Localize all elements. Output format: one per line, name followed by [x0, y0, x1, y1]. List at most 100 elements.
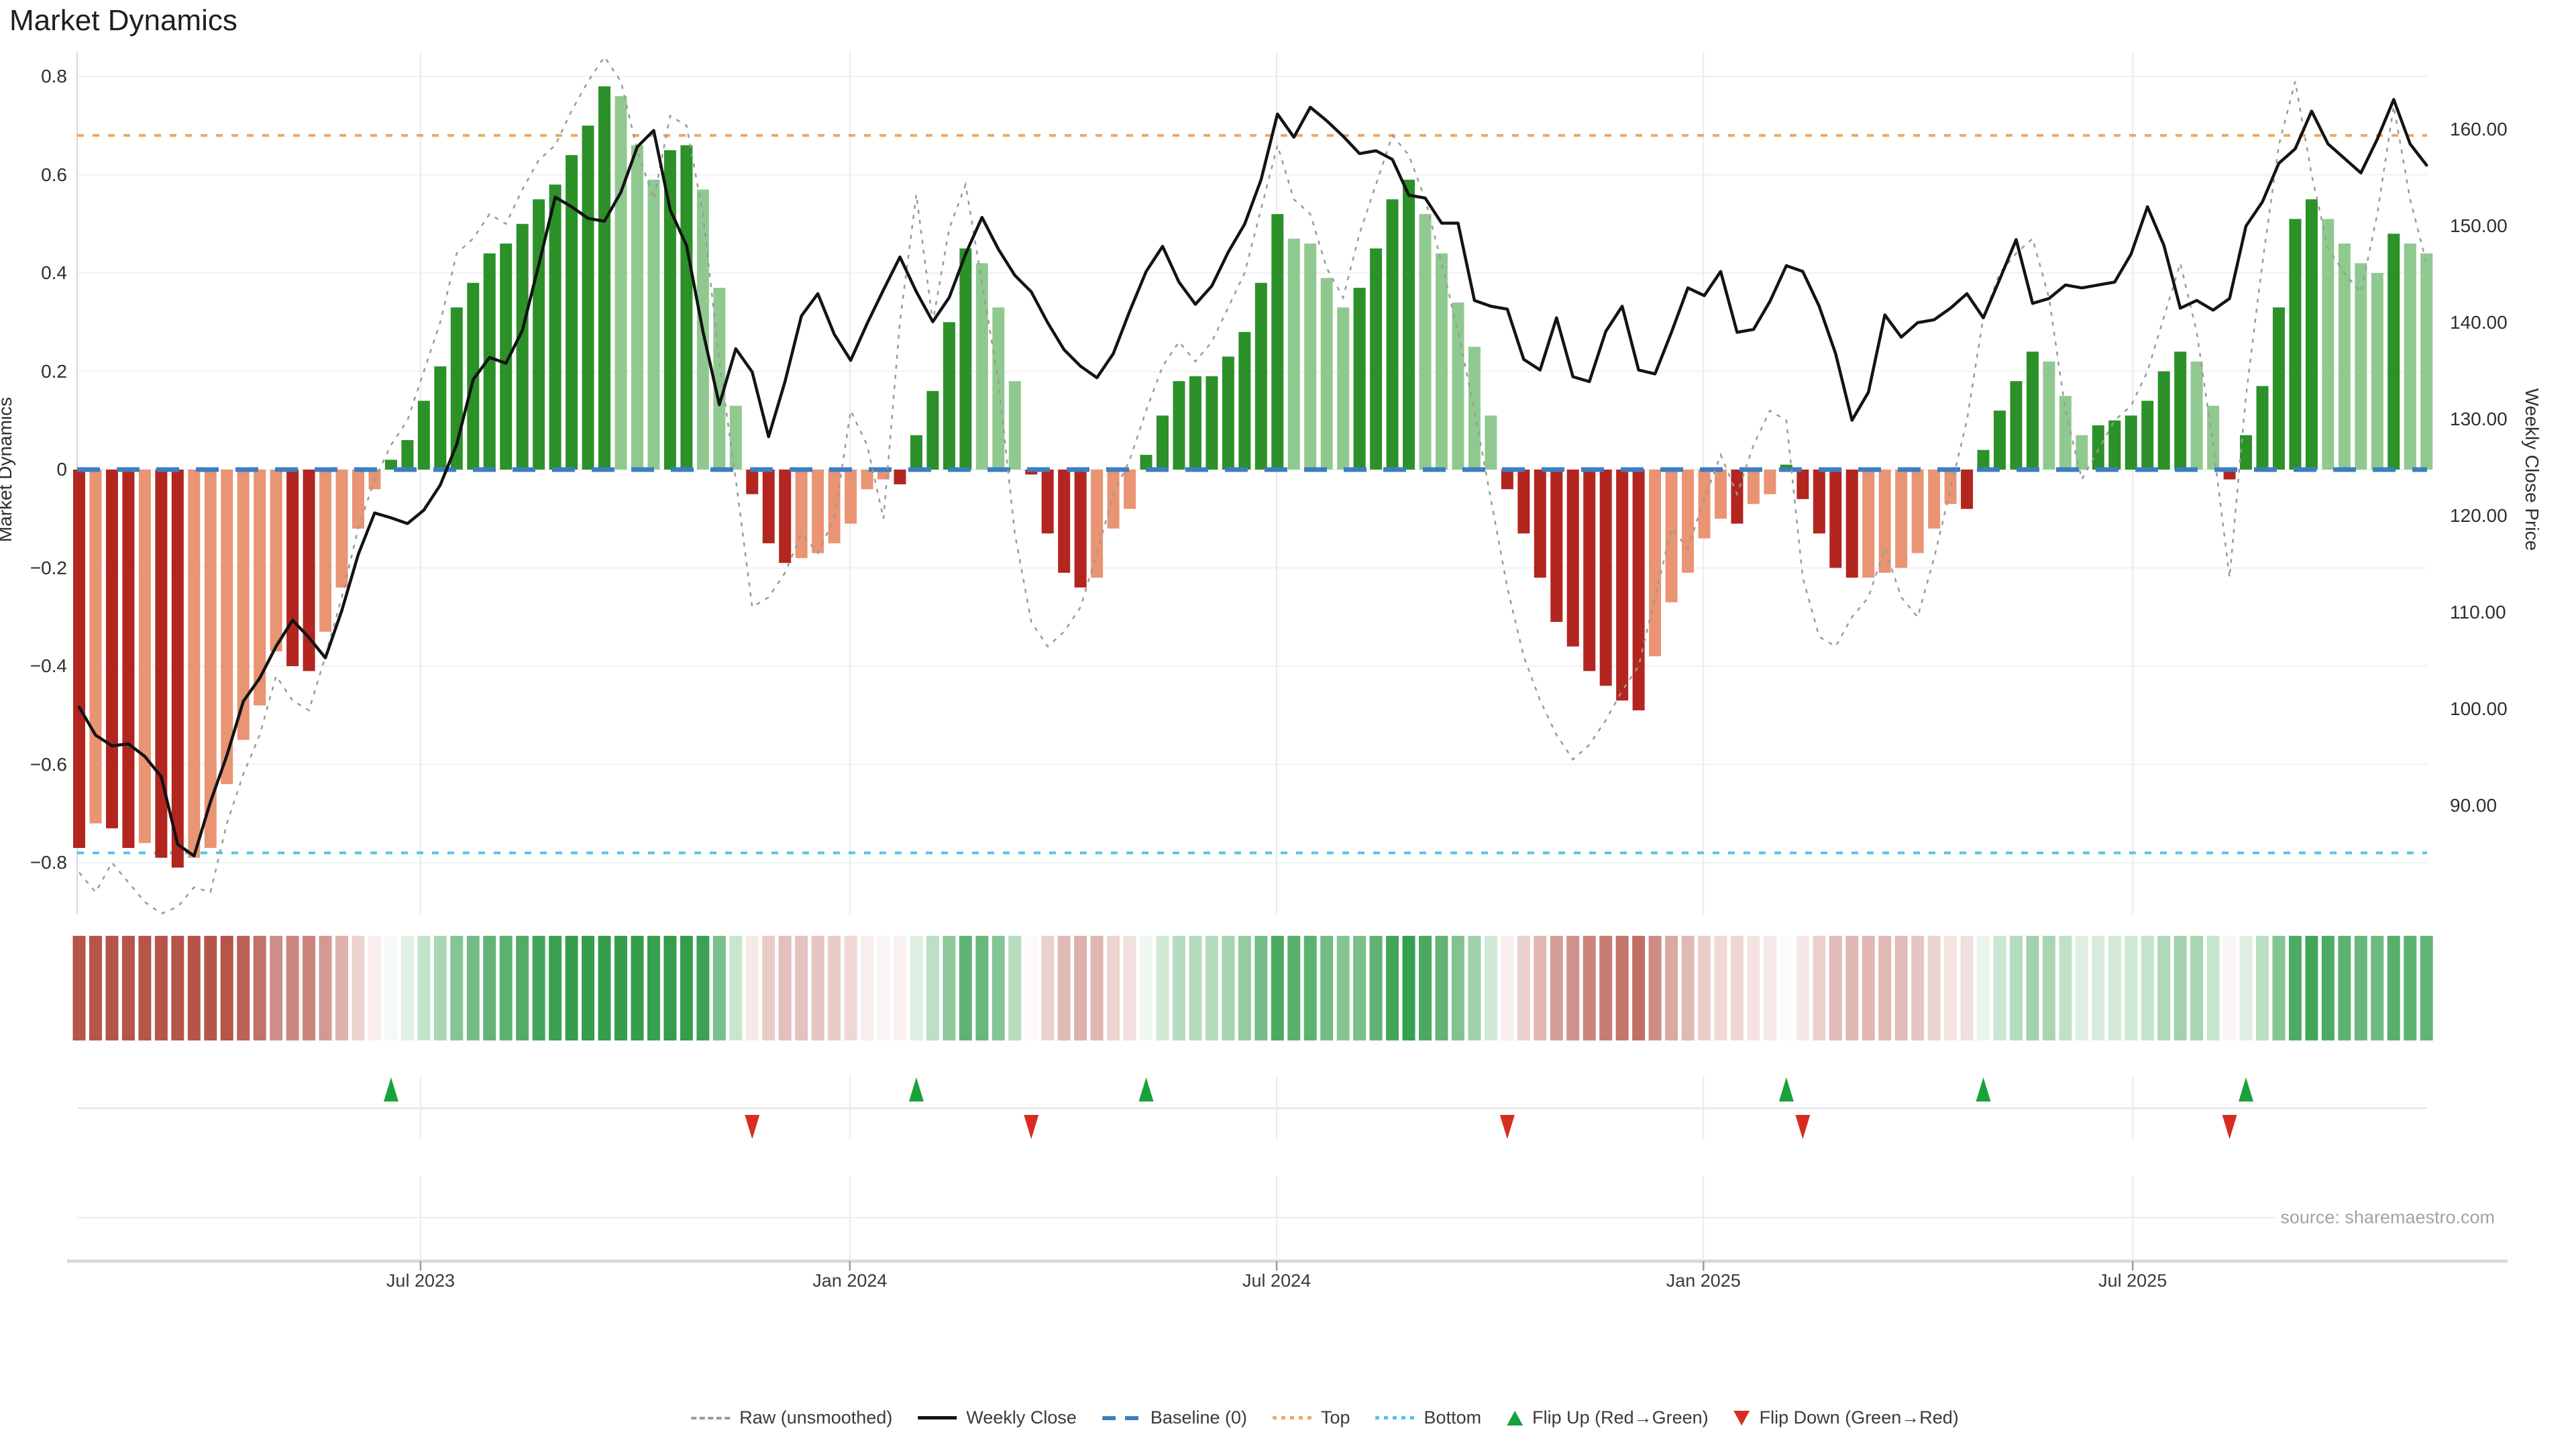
- oscillator-bar: [1715, 470, 1727, 519]
- heatmap-strip-cell: [1845, 936, 1859, 1040]
- oscillator-bar: [2141, 400, 2154, 470]
- heatmap-strip-cell: [286, 936, 299, 1040]
- right-axis-tick-label: 130.00: [2450, 409, 2508, 429]
- heatmap-strip-cell: [1582, 936, 1596, 1040]
- heatmap-strip-cell: [1599, 936, 1613, 1040]
- oscillator-bar: [1682, 470, 1695, 573]
- right-axis-tick-label: 140.00: [2450, 312, 2508, 333]
- heatmap-strip-cell: [1435, 936, 1448, 1040]
- left-axis-tick-label: −0.6: [30, 753, 67, 775]
- oscillator-bar: [319, 470, 332, 632]
- flip-up-marker-icon: [2239, 1077, 2254, 1102]
- oscillator-bar: [845, 470, 857, 524]
- oscillator-bar: [2190, 361, 2203, 470]
- oscillator-bar: [2092, 425, 2104, 470]
- oscillator-bar: [631, 145, 643, 470]
- heatmap-strip-cell: [1156, 936, 1169, 1040]
- dot-orange-swatch-icon: [1272, 1416, 1311, 1419]
- oscillator-bar: [2223, 470, 2236, 480]
- heatmap-strip-cell: [2174, 936, 2187, 1040]
- oscillator-bar: [1403, 179, 1415, 470]
- heatmap-strip-cell: [1894, 936, 1908, 1040]
- oscillator-bar: [1058, 470, 1071, 573]
- heatmap-strip-cell: [1336, 936, 1350, 1040]
- heatmap-strip-cell: [2026, 936, 2039, 1040]
- heatmap-strip-cell: [1747, 936, 1760, 1040]
- left-axis-tick-label: 0.6: [41, 164, 67, 185]
- x-axis-tick-label: Jul 2025: [2098, 1271, 2167, 1291]
- heatmap-strip-cell: [844, 936, 857, 1040]
- oscillator-bar: [1780, 464, 1792, 470]
- oscillator-bar: [2322, 219, 2334, 470]
- heatmap-strip-cell: [303, 936, 316, 1040]
- oscillator-bar: [549, 184, 561, 470]
- oscillator-bar: [1468, 346, 1481, 470]
- heatmap-strip-cell: [811, 936, 824, 1040]
- heatmap-strip-cell: [220, 936, 233, 1040]
- oscillator-bar: [1796, 470, 1809, 499]
- flip-down-marker-icon: [1024, 1115, 1039, 1139]
- oscillator-bar: [1616, 470, 1629, 701]
- oscillator-bar: [959, 248, 972, 470]
- heatmap-strip-cell: [647, 936, 660, 1040]
- oscillator-bar: [926, 390, 939, 470]
- oscillator-bar: [2059, 396, 2072, 470]
- heatmap-strip-cell: [417, 936, 431, 1040]
- heatmap-strip-cell: [1615, 936, 1629, 1040]
- heatmap-strip-cell: [2288, 936, 2302, 1040]
- oscillator-bar: [1337, 307, 1350, 470]
- oscillator-bar: [598, 86, 611, 470]
- heatmap-strip-cell: [2404, 936, 2417, 1040]
- oscillator-bar: [73, 470, 85, 849]
- oscillator-bar: [1649, 470, 1662, 657]
- oscillator-bar: [1008, 381, 1021, 470]
- heatmap-strip-cell: [1386, 936, 1399, 1040]
- heatmap-strip-cell: [745, 936, 759, 1040]
- heatmap-strip-cell: [105, 936, 119, 1040]
- heatmap-strip-cell: [894, 936, 906, 1040]
- legend-label: Baseline (0): [1150, 1407, 1247, 1428]
- oscillator-bar: [1254, 282, 1267, 470]
- oscillator-bar: [1287, 238, 1300, 470]
- left-axis-tick-label: −0.2: [30, 557, 67, 578]
- heatmap-strip-cell: [861, 936, 874, 1040]
- flip-down-marker-icon: [1795, 1115, 1811, 1139]
- oscillator-bar: [943, 322, 955, 470]
- heatmap-strip-cell: [1796, 936, 1809, 1040]
- heatmap-strip-cell: [2256, 936, 2269, 1040]
- oscillator-bar: [2157, 371, 2170, 470]
- oscillator-bar: [1895, 470, 1908, 568]
- heatmap-strip-cell: [335, 936, 349, 1040]
- legend-item-dash-blue: Baseline (0): [1102, 1407, 1247, 1428]
- heatmap-strip-cell: [1566, 936, 1580, 1040]
- oscillator-bar: [1189, 376, 1201, 470]
- oscillator-bar: [1993, 411, 2006, 470]
- flip-up-marker-icon: [1138, 1077, 1154, 1102]
- heatmap-strip-cell: [1419, 936, 1432, 1040]
- heatmap-strip-cell: [483, 936, 496, 1040]
- oscillator-bar: [434, 366, 447, 470]
- oscillator-bar: [352, 470, 364, 529]
- flip-down-marker-icon: [2222, 1115, 2237, 1139]
- heatmap-strip-cell: [1698, 936, 1711, 1040]
- tri-up-swatch-icon: [1507, 1410, 1523, 1426]
- oscillator-bar: [2125, 415, 2137, 470]
- left-axis-tick-label: −0.8: [30, 852, 67, 873]
- right-axis-tick-label: 90.00: [2450, 795, 2498, 816]
- heatmap-strip-cell: [1780, 936, 1793, 1040]
- heatmap-strip-cell: [89, 936, 102, 1040]
- legend-label: Flip Up (Red→Green): [1532, 1407, 1709, 1428]
- heatmap-strip-cell: [1960, 936, 1974, 1040]
- flip-down-marker-icon: [745, 1115, 760, 1139]
- oscillator-bar: [762, 470, 775, 543]
- flip-up-marker-icon: [1976, 1077, 1991, 1102]
- heatmap-strip-cell: [2190, 936, 2204, 1040]
- source-credit: source: sharemaestro.com: [2276, 1207, 2499, 1228]
- heatmap-strip-cell: [712, 936, 726, 1040]
- legend-item-dash-gray: Raw (unsmoothed): [691, 1407, 892, 1428]
- heatmap-strip-cell: [270, 936, 283, 1040]
- oscillator-bar: [1845, 470, 1858, 578]
- heatmap-strip-cell: [2387, 936, 2400, 1040]
